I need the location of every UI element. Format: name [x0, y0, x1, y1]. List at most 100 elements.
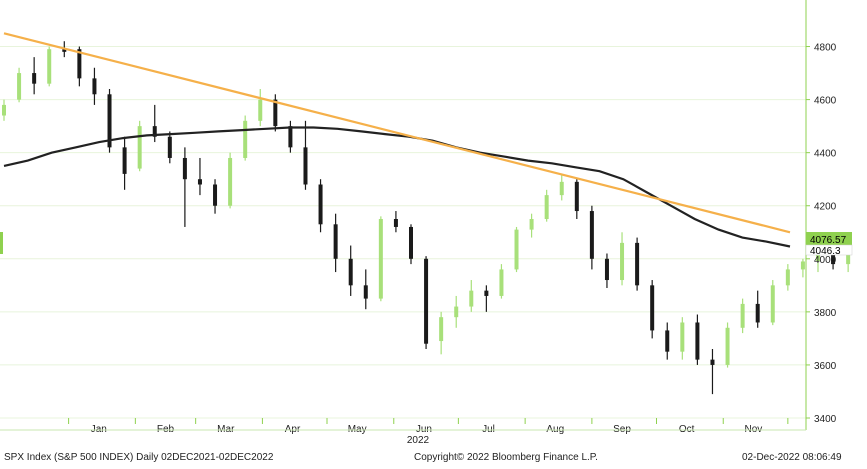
- candle-body: [620, 242, 625, 281]
- y-tick-label: 4000: [814, 255, 837, 266]
- candle: [213, 179, 218, 214]
- candle-body: [529, 219, 534, 230]
- candle-body: [92, 78, 97, 95]
- candle-body: [695, 322, 700, 360]
- candle: [197, 157, 202, 196]
- candle: [17, 67, 22, 103]
- candle-body: [815, 253, 820, 262]
- candle: [408, 224, 413, 265]
- candle-body: [228, 157, 233, 206]
- candle: [529, 213, 534, 238]
- candles: [2, 41, 851, 395]
- candle-body: [710, 359, 715, 365]
- y-tick-label: 4800: [814, 43, 837, 54]
- candle-body: [17, 73, 22, 100]
- candle-body: [574, 181, 579, 212]
- candle: [695, 314, 700, 365]
- candle-body: [454, 306, 459, 318]
- candle-body: [318, 184, 323, 225]
- candle: [47, 46, 52, 87]
- candle: [469, 280, 474, 312]
- candle-body: [47, 49, 52, 84]
- candle: [710, 349, 715, 395]
- y-tick-label: 4400: [814, 149, 837, 160]
- candle: [650, 280, 655, 339]
- candle-body: [258, 99, 263, 121]
- candle: [363, 269, 368, 310]
- ma-label: 4046.3: [810, 246, 841, 257]
- candle-body: [469, 290, 474, 307]
- year-label: 2022: [407, 435, 430, 446]
- candle: [122, 136, 127, 190]
- candle-body: [725, 327, 730, 365]
- candle-body: [32, 73, 37, 84]
- candle-body: [424, 258, 429, 344]
- candle-body: [635, 242, 640, 286]
- candle: [348, 245, 353, 296]
- candle: [92, 67, 97, 105]
- candle: [559, 173, 564, 201]
- candle-body: [544, 195, 549, 219]
- candle: [378, 216, 383, 302]
- candle: [725, 322, 730, 368]
- candle-body: [831, 253, 836, 265]
- moving-average-line: [3, 126, 791, 248]
- candle-body: [333, 224, 338, 259]
- last-price-label: 4076.57: [810, 235, 847, 246]
- candle: [424, 256, 429, 350]
- x-axis-ticks: Jan Feb Mar Apr May Jun Jul Aug Sep Oct Nov: [68, 418, 789, 435]
- y-axis-ticks: 4800 4600 4400 4200 4000 3800 3600 3400: [806, 43, 837, 425]
- candle-body: [348, 258, 353, 286]
- candle: [393, 211, 398, 233]
- candle-body: [273, 99, 278, 127]
- candle-body: [665, 330, 670, 352]
- candle: [800, 258, 805, 278]
- candle-body: [408, 226, 413, 259]
- candle-body: [363, 285, 368, 299]
- y-tick-label: 3400: [814, 414, 837, 425]
- candle-body: [2, 104, 6, 116]
- candle: [574, 179, 579, 219]
- candle-body: [288, 126, 293, 148]
- candle-body: [785, 269, 790, 286]
- candle-body: [439, 317, 444, 342]
- candle-body: [182, 157, 187, 180]
- candle: [333, 213, 338, 273]
- candle-body: [77, 49, 82, 79]
- candle: [318, 179, 323, 233]
- candle: [589, 205, 594, 270]
- last-price-badge: 4076.57: [806, 232, 852, 246]
- candle: [499, 264, 504, 299]
- candle: [32, 57, 37, 95]
- candle-body: [213, 184, 218, 206]
- candle-body: [303, 147, 308, 185]
- candle: [107, 88, 112, 153]
- ma-badge: 4046.3: [805, 244, 853, 257]
- candle: [303, 120, 308, 190]
- footer-right: 02-Dec-2022 08:06:49: [742, 452, 842, 463]
- candle: [620, 232, 625, 286]
- grid-lines: [0, 46, 806, 419]
- candle-body: [197, 179, 202, 185]
- candle: [484, 285, 489, 312]
- candle-body: [800, 261, 805, 270]
- candle-body: [559, 181, 564, 196]
- candle-body: [770, 285, 775, 323]
- y-tick-label: 3800: [814, 308, 837, 319]
- candle: [665, 322, 670, 360]
- candle-body: [499, 269, 504, 296]
- candle-body: [152, 126, 157, 137]
- left-marker: [0, 232, 3, 254]
- candle: [770, 280, 775, 326]
- candle-body: [650, 285, 655, 331]
- y-tick-label: 3600: [814, 361, 837, 372]
- candle-body: [393, 219, 398, 227]
- candle-body: [243, 120, 248, 158]
- candle: [137, 120, 142, 172]
- candle: [680, 317, 685, 360]
- candle: [454, 295, 459, 328]
- candle-body: [740, 303, 745, 328]
- candle: [2, 99, 6, 121]
